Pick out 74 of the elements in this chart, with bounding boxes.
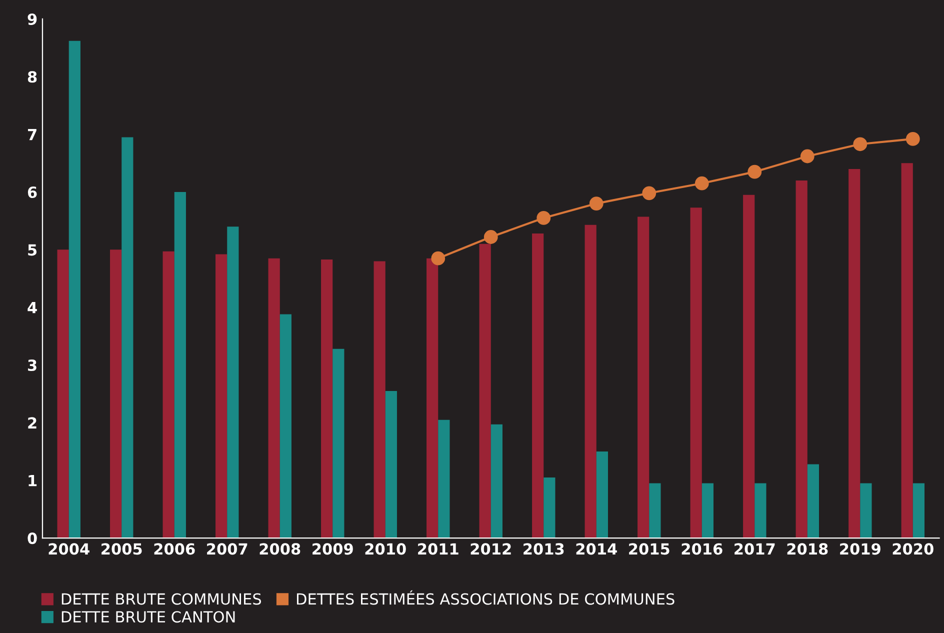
bar <box>216 254 228 538</box>
bar <box>426 258 438 538</box>
bar <box>702 483 714 538</box>
bar <box>332 348 344 538</box>
point <box>536 211 551 225</box>
x-tick-label: 2016 <box>682 543 722 555</box>
x-tick-label: 2005 <box>102 543 142 555</box>
x-tick-label: 2014 <box>576 543 617 555</box>
x-tick-label: 2006 <box>154 543 195 555</box>
point <box>748 164 762 179</box>
y-tick-label: 8 <box>28 71 37 83</box>
y-tick-label: 5 <box>28 244 37 256</box>
x-tick-label: 2017 <box>734 543 775 555</box>
point <box>484 230 498 244</box>
y-tick-label: 3 <box>28 359 36 372</box>
bar <box>438 420 450 538</box>
bar <box>901 163 913 538</box>
bar <box>912 483 925 538</box>
y-tick-label: 2 <box>28 417 36 429</box>
point <box>694 176 709 190</box>
bar <box>68 40 80 538</box>
bar <box>227 226 239 538</box>
bar <box>385 390 397 538</box>
bar <box>479 244 491 538</box>
bar <box>596 452 608 538</box>
point <box>853 137 868 152</box>
point <box>589 196 604 210</box>
bar <box>57 250 69 538</box>
x-tick-label: 2009 <box>312 543 353 555</box>
point <box>906 132 920 146</box>
x-tick-label: 2010 <box>365 543 406 555</box>
bar <box>162 251 174 538</box>
bar <box>796 180 808 538</box>
y-tick-label: 0 <box>28 532 37 544</box>
x-tick-label: 2013 <box>524 543 564 555</box>
y-tick-label: 7 <box>28 129 36 140</box>
bar <box>860 483 872 538</box>
bar <box>280 314 292 538</box>
y-tick-label: 4 <box>28 302 37 314</box>
x-tick-label: 2008 <box>260 543 300 555</box>
x-tick-label: 2012 <box>470 543 511 555</box>
x-tick-label: 2018 <box>787 543 828 555</box>
y-tick-label: 9 <box>28 13 37 26</box>
point <box>431 251 446 266</box>
bar <box>122 137 134 538</box>
bar <box>544 477 556 538</box>
bar <box>268 258 280 538</box>
bar <box>584 224 596 538</box>
x-tick-label: 2015 <box>629 543 670 555</box>
point <box>800 149 814 164</box>
bar <box>807 464 820 538</box>
bar <box>743 194 755 538</box>
x-tick-label: 2020 <box>892 543 934 555</box>
y-tick-label: 6 <box>28 186 37 198</box>
x-tick-label: 2019 <box>840 543 880 555</box>
x-tick-label: 2007 <box>207 543 248 555</box>
bar <box>110 250 122 538</box>
x-tick-label: 2011 <box>418 543 458 555</box>
y-tick-label: 1 <box>28 475 37 486</box>
bar <box>174 192 186 538</box>
bar <box>848 168 860 538</box>
bar <box>532 234 544 538</box>
point <box>642 186 656 200</box>
bar <box>754 483 766 538</box>
bar <box>638 216 650 538</box>
bar <box>649 483 661 538</box>
legend-label: DETTES ESTIMÉES ASSOCIATIONS DE COMMUNES <box>296 590 674 605</box>
legend-label: DETTE BRUTE COMMUNES <box>62 593 262 605</box>
bar <box>690 208 702 538</box>
legend-label: DETTE BRUTE CANTON <box>62 611 235 623</box>
bar <box>374 261 386 538</box>
x-tick-label: 2004 <box>48 543 90 555</box>
bar <box>321 259 333 538</box>
bar <box>490 424 502 538</box>
